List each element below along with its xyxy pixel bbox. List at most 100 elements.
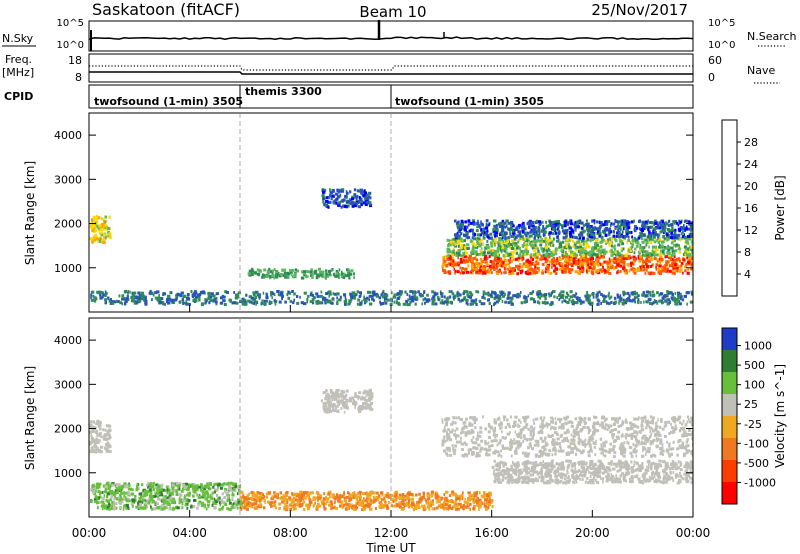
power-cell	[687, 258, 691, 262]
velocity-cell	[130, 502, 134, 506]
velocity-cell	[322, 497, 326, 501]
freq-panel-frame	[88, 53, 694, 83]
power-cell	[381, 295, 384, 299]
power-cell	[585, 243, 589, 247]
power-cell	[483, 231, 486, 235]
power-cell	[524, 299, 528, 303]
power-cell	[554, 222, 558, 226]
power-cell	[557, 225, 559, 229]
power-cell	[608, 260, 612, 264]
power-cell	[471, 249, 475, 253]
velocity-cell	[294, 498, 298, 502]
power-cell	[309, 300, 313, 304]
power-cell	[459, 227, 462, 231]
power-cell	[480, 238, 484, 242]
power-cell	[170, 291, 173, 295]
velocity-cell	[412, 493, 415, 497]
power-cell	[579, 257, 582, 261]
power-cell	[677, 299, 681, 303]
power-cell	[501, 227, 503, 231]
power-cell	[533, 255, 537, 259]
power-cell	[604, 227, 608, 230]
power-cell	[672, 258, 676, 262]
power-cell	[448, 295, 452, 299]
power-cell	[521, 235, 524, 239]
power-cell	[580, 261, 584, 265]
power-cell	[362, 194, 366, 198]
velocity-cell	[259, 499, 262, 503]
power-cell	[506, 226, 509, 230]
velocity-cell	[161, 498, 165, 502]
power-cell	[674, 302, 677, 306]
cpid-segment-2: themis 3300	[245, 85, 322, 98]
power-cell	[685, 250, 688, 254]
power-cell	[489, 232, 493, 236]
power-cell	[502, 225, 505, 228]
power-cell	[630, 264, 633, 267]
power-cell	[477, 237, 481, 241]
velocity-cell	[270, 501, 274, 505]
power-cell	[332, 292, 335, 296]
power-cell	[521, 254, 525, 258]
velocity-cell	[472, 500, 475, 504]
power-cell	[335, 192, 339, 196]
velocity-cell	[209, 487, 212, 491]
power-cell	[529, 267, 533, 271]
power-cell	[488, 302, 491, 306]
power-cell	[577, 250, 580, 253]
power-cell	[106, 227, 108, 231]
velocity-cell	[106, 445, 108, 449]
velocity-cell	[403, 494, 407, 498]
power-cell	[654, 221, 658, 225]
velocity-cell	[217, 483, 221, 487]
power-cell	[502, 222, 505, 226]
velocity-cell	[131, 492, 135, 496]
power-cell	[588, 266, 592, 270]
power-cell	[600, 221, 603, 224]
power-cell	[598, 253, 601, 257]
power-cell	[660, 220, 662, 224]
power-cell	[296, 295, 299, 298]
power-cell	[379, 300, 381, 304]
power-cell	[677, 233, 681, 237]
power-cell	[198, 293, 202, 297]
velocity-cell	[192, 494, 195, 498]
power-cell	[634, 225, 637, 228]
power-cell	[389, 303, 393, 306]
power-cell	[658, 299, 662, 303]
power-cell	[564, 264, 567, 268]
power-cell	[673, 231, 677, 235]
power-cell	[518, 262, 522, 266]
power-cell	[335, 292, 340, 296]
velocity-cell	[228, 487, 232, 491]
power-cell	[565, 255, 568, 259]
power-cell	[570, 300, 574, 304]
velocity-cell	[142, 497, 144, 501]
power-cell	[626, 222, 629, 226]
power-cell	[96, 220, 99, 224]
power-cell	[616, 271, 618, 275]
power-cell	[188, 302, 191, 306]
power-cell	[522, 262, 526, 266]
power-cell	[595, 227, 599, 231]
velocity-cell	[418, 492, 421, 496]
power-cell	[101, 240, 105, 244]
power-cell	[563, 270, 567, 274]
velocity-cell	[273, 500, 277, 504]
power-cell	[465, 231, 469, 235]
velocity-cell	[416, 501, 420, 505]
power-cell	[582, 261, 585, 265]
velocity-cell	[242, 493, 245, 497]
velocity-cell	[356, 502, 359, 505]
power-cell	[507, 292, 510, 296]
power-cell	[599, 263, 603, 267]
velocity-cell	[339, 494, 342, 498]
power-cell	[544, 293, 548, 296]
power-cell	[441, 301, 445, 305]
power-cell	[670, 236, 674, 240]
power-cell	[595, 262, 598, 266]
noise-right-tick-bottom: 10^0	[708, 40, 735, 51]
power-cell	[662, 250, 665, 254]
power-cell	[613, 257, 617, 261]
power-cell	[328, 299, 332, 303]
